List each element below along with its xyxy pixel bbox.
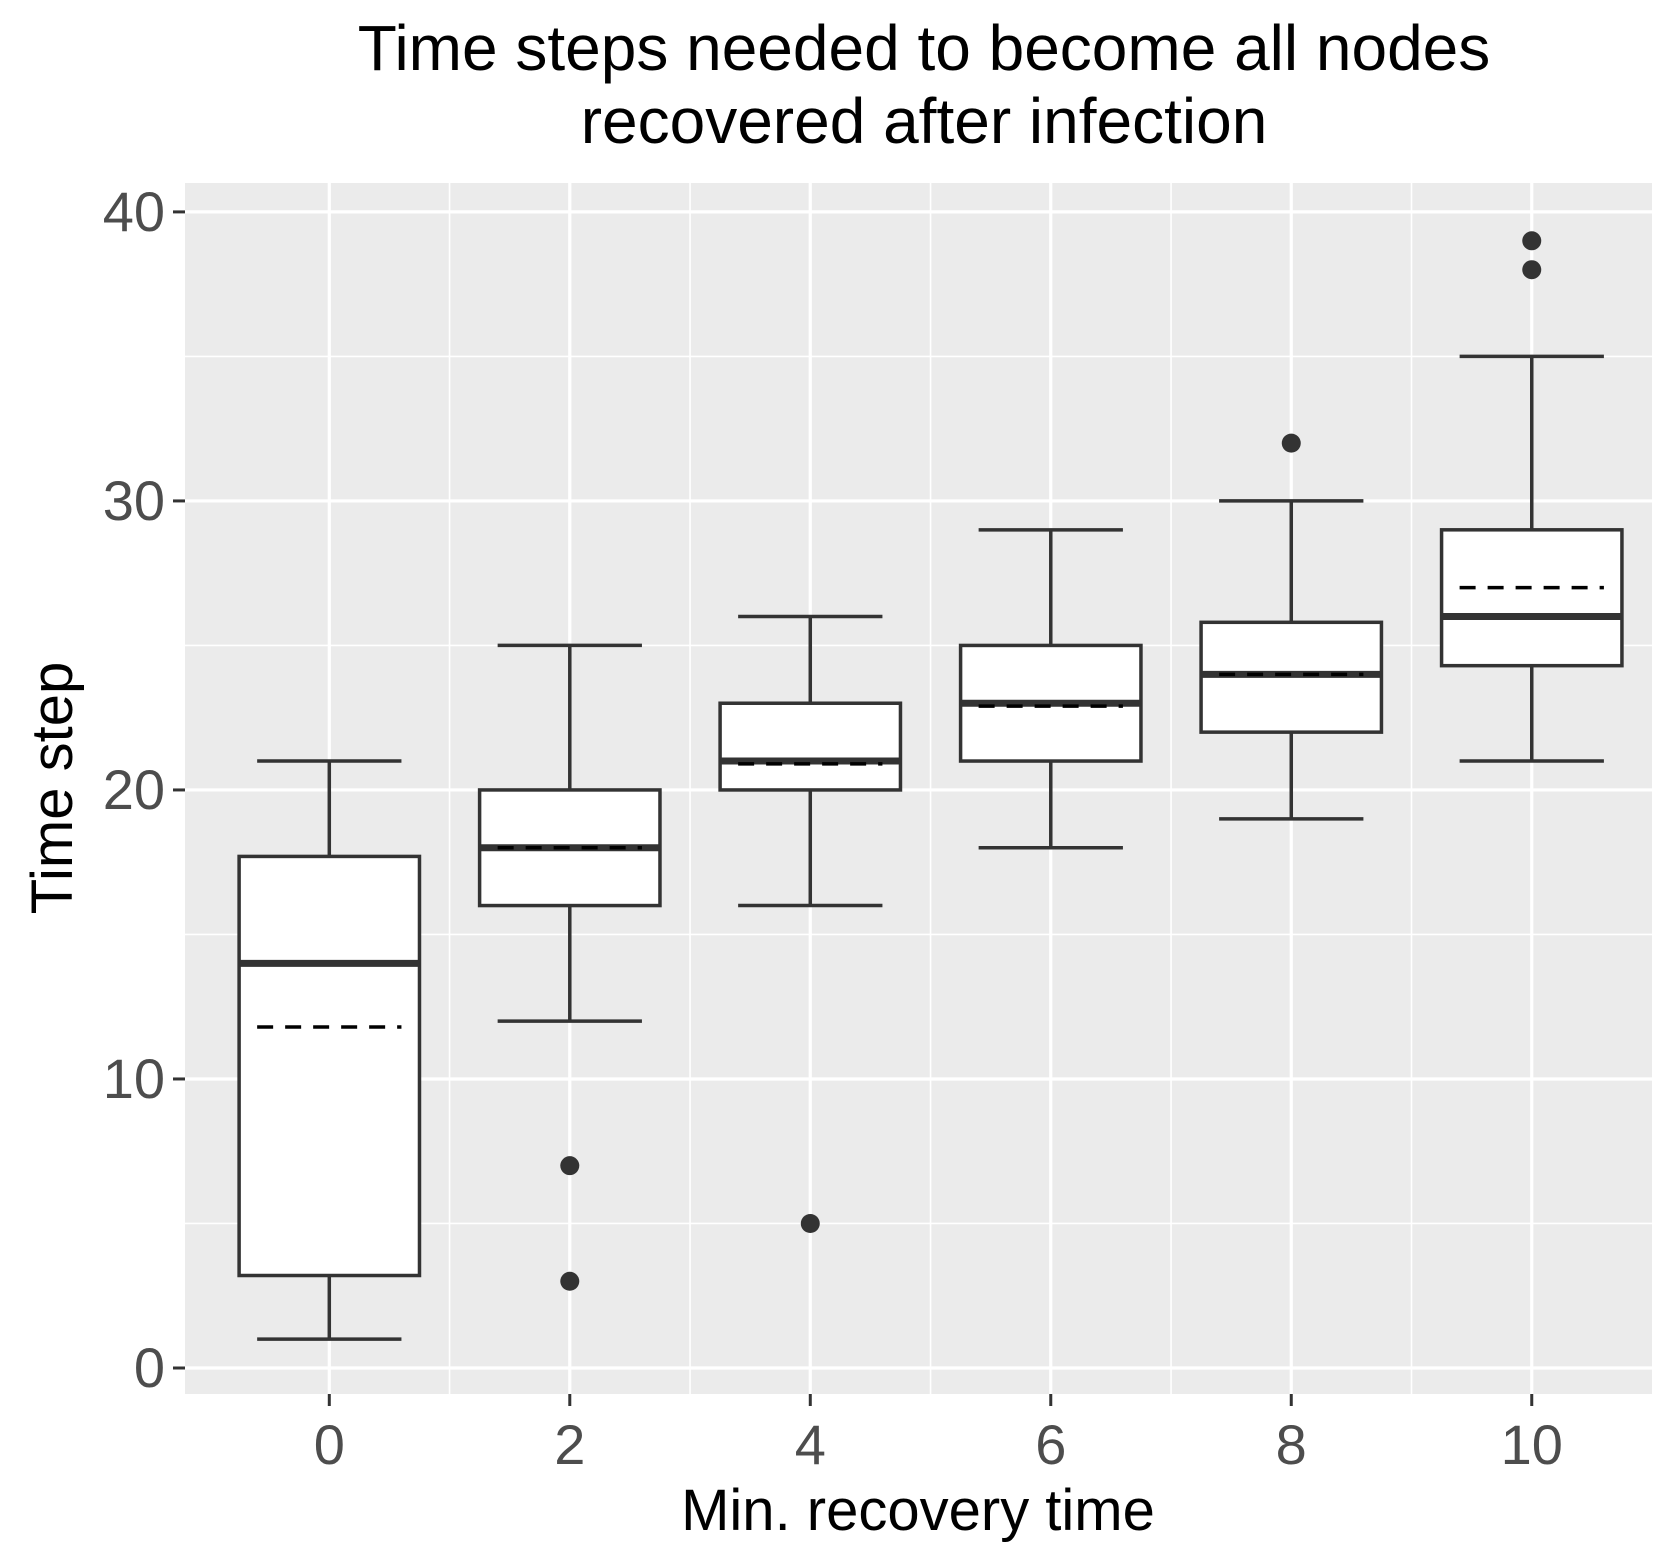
box-group-x6 xyxy=(958,528,1143,850)
boxes xyxy=(237,231,1624,1341)
outlier-point xyxy=(1522,231,1542,251)
chart-title-line-1: Time steps needed to become all nodes xyxy=(358,12,1491,84)
box-iqr xyxy=(237,854,422,1278)
y-tick-label: 20 xyxy=(103,758,165,821)
box-iqr xyxy=(718,701,903,792)
outlier-point xyxy=(560,1156,580,1176)
box-group-x8 xyxy=(1199,433,1384,821)
box-iqr xyxy=(1439,528,1624,668)
box-group-x0 xyxy=(237,759,422,1341)
y-tick-label: 0 xyxy=(134,1336,165,1399)
x-tick-label: 0 xyxy=(314,1413,345,1476)
y-tick-label: 40 xyxy=(103,180,165,243)
outlier-point xyxy=(1281,433,1301,453)
y-tick-label: 30 xyxy=(103,469,165,532)
box-group-x10 xyxy=(1439,231,1624,763)
x-tick-label: 2 xyxy=(554,1413,585,1476)
y-tick-label: 10 xyxy=(103,1047,165,1110)
x-axis-title: Min. recovery time xyxy=(681,1478,1155,1543)
x-tick-label: 10 xyxy=(1501,1413,1563,1476)
y-axis-title: Time step xyxy=(20,662,85,914)
outlier-point xyxy=(800,1213,820,1233)
axes: 0 10 20 30 40 0 2 4 6 8 10 xyxy=(103,180,1563,1476)
x-tick-label: 8 xyxy=(1276,1413,1307,1476)
box-group-x2 xyxy=(477,643,662,1291)
outlier-point xyxy=(560,1271,580,1291)
x-tick-label: 4 xyxy=(795,1413,826,1476)
x-tick-label: 6 xyxy=(1035,1413,1066,1476)
chart-title-line-2: recovered after infection xyxy=(581,85,1268,157)
outlier-point xyxy=(1522,260,1542,280)
box-group-x4 xyxy=(718,614,903,1233)
